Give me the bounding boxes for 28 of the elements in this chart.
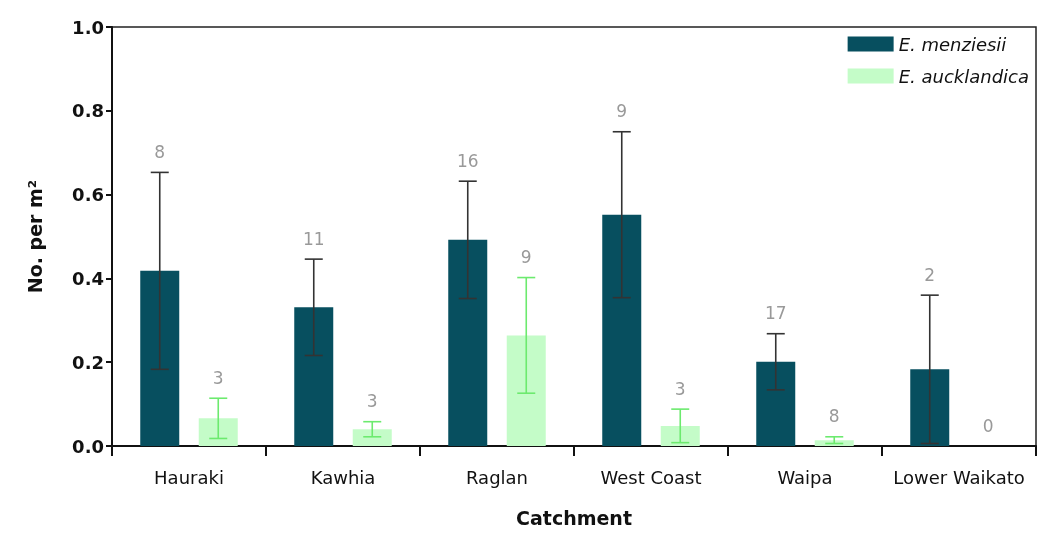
annotation: 3 xyxy=(366,391,378,412)
annotation: 17 xyxy=(764,303,787,324)
y-tick-label: 1.0 xyxy=(72,16,104,38)
y-tick-label: 0.0 xyxy=(72,435,104,457)
y-tick-label: 0.6 xyxy=(72,184,104,206)
x-tick-label: West Coast xyxy=(600,466,702,488)
annotation: 2 xyxy=(924,264,936,285)
x-axis-title: Catchment xyxy=(516,506,632,529)
x-tick-label: Raglan xyxy=(465,466,529,488)
annotation: 8 xyxy=(154,141,166,162)
x-tick-label: Waipa xyxy=(777,466,833,488)
x-tick-label: Hauraki xyxy=(154,466,224,488)
x-tick-label: Kawhia xyxy=(310,466,376,488)
annotation: 11 xyxy=(302,228,325,249)
annotation: 9 xyxy=(616,101,628,122)
y-tick-label: 0.4 xyxy=(72,267,104,289)
legend-label: E. aucklandica xyxy=(898,65,1030,87)
y-tick-label: 0.2 xyxy=(72,351,104,373)
x-tick-label: Lower Waikato xyxy=(893,466,1025,488)
y-axis-title: No. per m² xyxy=(23,179,46,294)
annotation: 9 xyxy=(520,247,532,268)
legend-label: E. menziesii xyxy=(898,33,1007,55)
annotation: 8 xyxy=(828,406,840,427)
annotation: 0 xyxy=(982,415,994,436)
annotation: 16 xyxy=(456,150,479,171)
annotation: 3 xyxy=(674,378,686,399)
annotation: 3 xyxy=(212,367,224,388)
y-tick-label: 0.8 xyxy=(72,100,104,122)
